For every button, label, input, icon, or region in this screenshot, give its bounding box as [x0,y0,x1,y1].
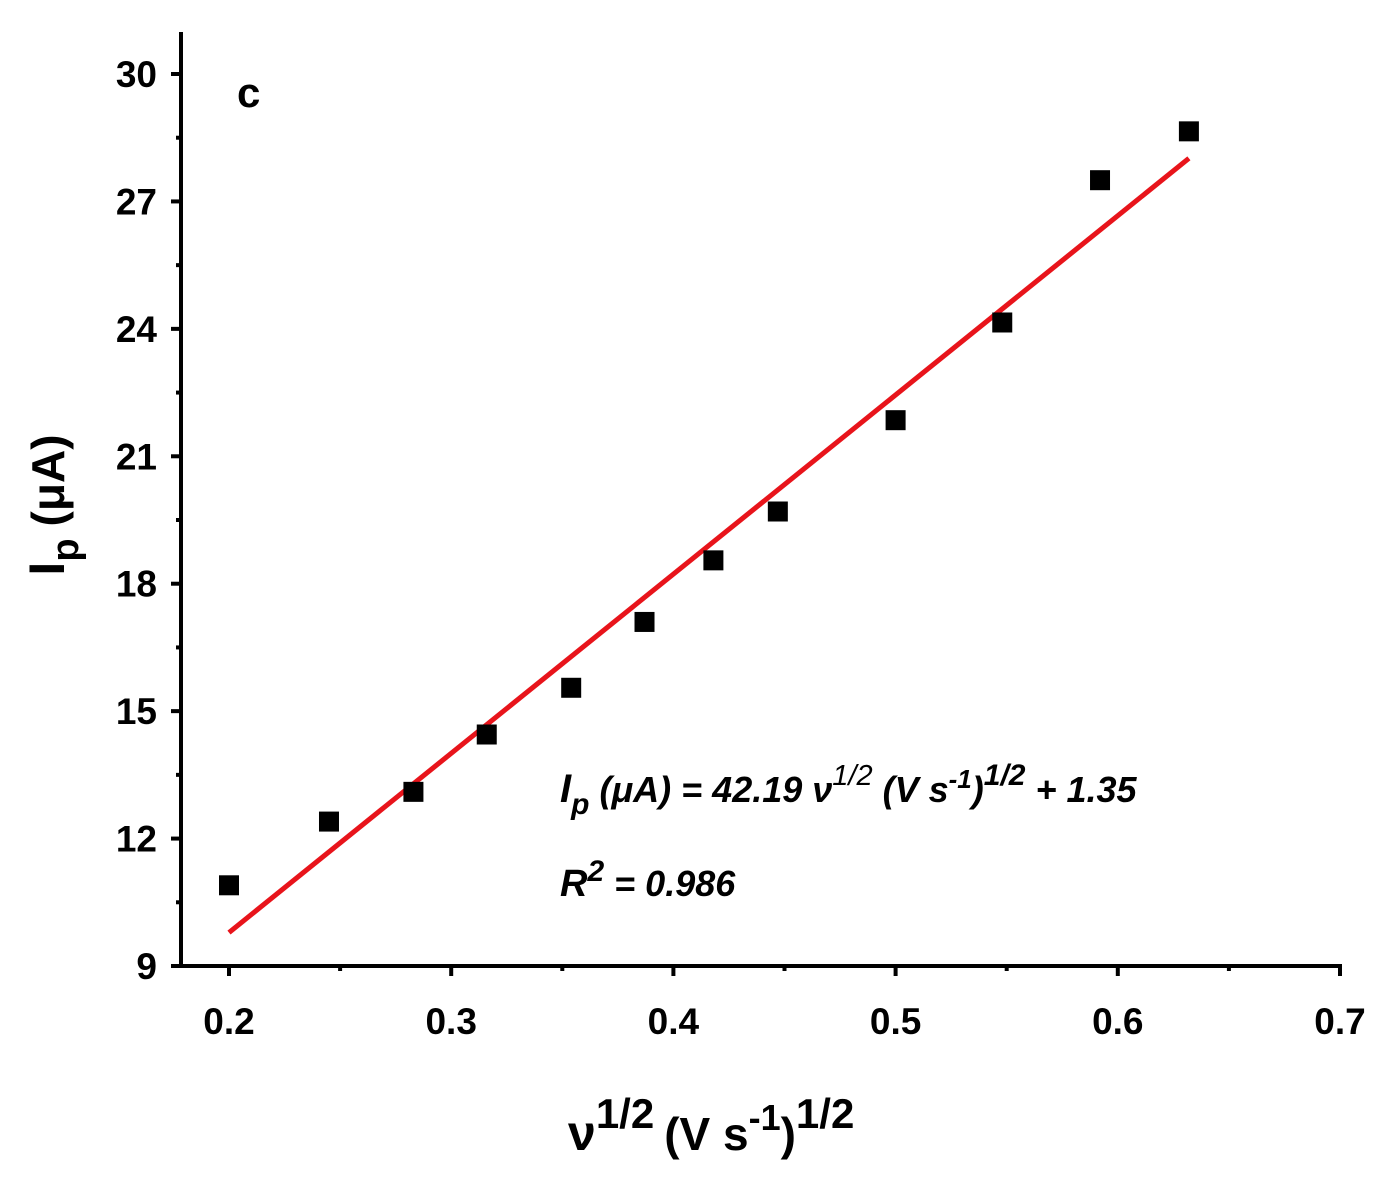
data-point [703,550,724,571]
y-tick-label: 12 [116,819,157,860]
equation-lhs: (μA) = 42.19 ν [589,769,832,810]
r-squared: R2 = 0.986 [560,855,736,905]
x-tick-label: 0.6 [1092,1001,1143,1042]
y-axis-title-sub: p [45,538,87,561]
equation-units-open: (V s [873,769,949,810]
y-tick-label: 15 [116,691,157,732]
y-tick-label: 21 [116,436,157,477]
x-tick-label: 0.7 [1314,1001,1365,1042]
x-ticks: 0.2 0.3 0.4 0.5 0.6 0.7 [203,966,1366,1042]
x-axis-title-sup2: 1/2 [796,1090,854,1137]
data-point [403,781,424,802]
y-axis-title-base: I [19,562,75,576]
x-axis-title: ν1/2 (V s-1)1/2 [568,1090,854,1161]
data-point [561,677,582,698]
equation-I: I [560,767,572,811]
x-tick-label: 0.2 [203,1001,254,1042]
y-tick-label: 27 [116,181,157,222]
y-tick-label: 9 [136,946,157,987]
r-squared-R: R [560,863,588,905]
equation-sup-half-1: 1/2 [832,760,872,792]
r-squared-value: = 0.986 [604,863,736,904]
x-axis-title-base: ν [568,1105,596,1161]
equation-units-close: ) [968,769,984,810]
panel-label: c [237,69,260,116]
x-tick-label: 0.3 [425,1001,476,1042]
y-tick-label: 18 [116,564,157,605]
data-point [992,312,1013,333]
equation-rhs: + 1.35 [1025,769,1137,810]
data-point [885,410,906,431]
data-point [318,811,339,832]
y-axis-title-units: (μA) [22,434,74,526]
data-point [1178,121,1199,142]
x-tick-label: 0.4 [648,1001,700,1042]
data-point [476,724,497,745]
equation-units-sup: -1 [949,764,972,794]
x-axis-title-units-close: ) [781,1108,796,1160]
x-axis-title-units-open: (V s [664,1108,748,1160]
equation-sup-half-2: 1/2 [984,759,1026,792]
data-point [1090,170,1111,191]
data-point [219,875,239,896]
x-tick-label: 0.5 [870,1001,921,1042]
r-squared-sup: 2 [586,855,604,888]
y-ticks: 9 12 15 18 21 24 27 30 [116,54,181,987]
data-points [219,121,1199,896]
fit-line [227,156,1191,935]
data-point [767,501,788,522]
data-point [634,611,655,632]
fit-equation: Ip (μA) = 42.19 ν1/2 (V s-1)1/2 + 1.35 [560,759,1138,821]
y-tick-label: 30 [116,54,157,95]
y-axis-title: Ip (μA) [19,434,87,575]
x-axis-title-units-sup: -1 [749,1097,781,1138]
x-axis-title-sup1: 1/2 [596,1090,654,1137]
equation-sub-p: p [570,788,589,821]
y-tick-label: 24 [116,309,158,350]
